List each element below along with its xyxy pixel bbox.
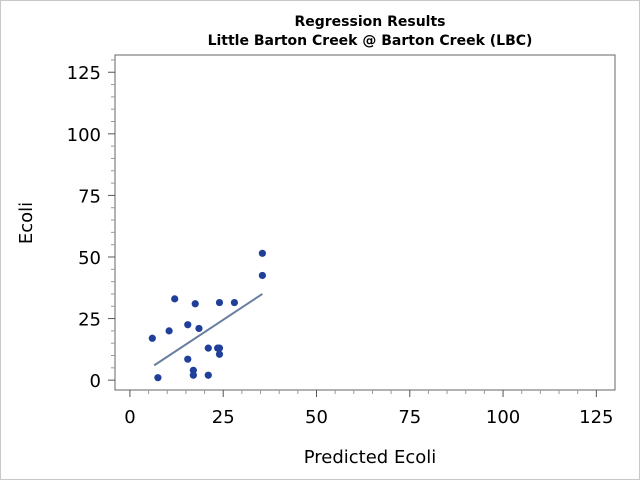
x-axis: 0 25 50 75 100 125 [124, 390, 614, 428]
y-axis-label: Ecoli [16, 202, 37, 244]
y-tick-label: 0 [90, 371, 101, 392]
y-axis: 0 25 50 75 100 125 [67, 59, 115, 392]
x-axis-label: Predicted Ecoli [304, 447, 437, 468]
scatter-point [204, 344, 212, 352]
scatter-point [165, 327, 173, 335]
x-tick-label: 25 [212, 407, 235, 428]
scatter-point [204, 371, 212, 379]
scatter-point [184, 355, 192, 363]
y-tick-label: 100 [67, 125, 101, 146]
scatter-point [230, 298, 239, 307]
scatter-point [189, 371, 197, 379]
y-tick-label: 125 [67, 63, 101, 84]
x-tick-label: 0 [124, 407, 135, 428]
scatter-point [148, 334, 156, 342]
x-tick-label: 50 [305, 407, 328, 428]
scatter-point [215, 298, 224, 307]
chart-subtitle: Little Barton Creek @ Barton Creek (LBC) [208, 33, 533, 49]
y-tick-label: 25 [78, 310, 101, 331]
chart-title: Regression Results [294, 14, 445, 30]
scatter-point [258, 249, 266, 257]
scatter-point [189, 366, 197, 374]
scatter-point [215, 344, 224, 352]
scatter-point [215, 350, 224, 358]
plot-area [114, 54, 616, 391]
x-tick-label: 125 [579, 407, 613, 428]
y-tick-label: 75 [78, 186, 101, 207]
scatter-point [184, 321, 192, 329]
x-tick-label: 75 [398, 407, 421, 428]
scatter-point [258, 271, 266, 280]
scatter-point [171, 295, 179, 303]
fit-line-layer [153, 293, 263, 367]
scatter-point [154, 374, 162, 382]
scatter-point [195, 324, 203, 333]
scatter-point [191, 300, 199, 308]
y-tick-label: 50 [78, 248, 101, 269]
regression-fit-line [153, 293, 263, 367]
scatter-points-layer [148, 249, 266, 382]
x-tick-label: 100 [486, 407, 520, 428]
